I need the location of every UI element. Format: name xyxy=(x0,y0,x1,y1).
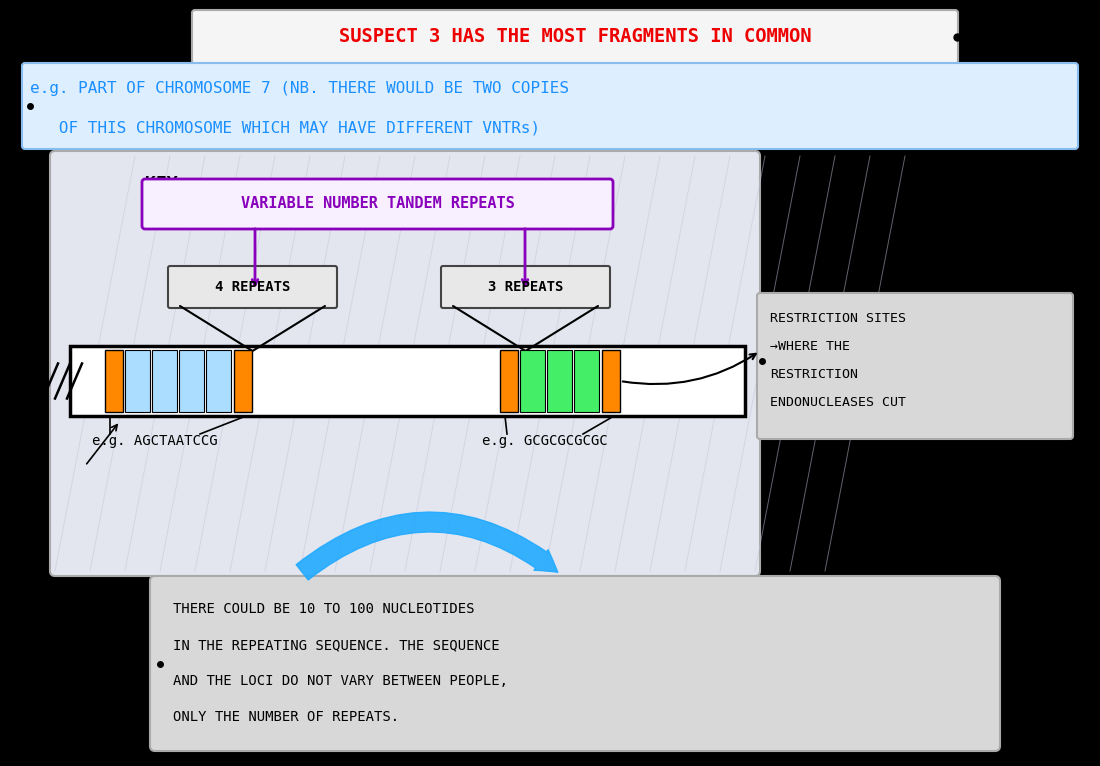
Bar xyxy=(547,350,572,412)
FancyBboxPatch shape xyxy=(50,151,760,576)
Bar xyxy=(125,350,150,412)
FancyArrowPatch shape xyxy=(296,512,558,580)
Text: SUSPECT 3 HAS THE MOST FRAGMENTS IN COMMON: SUSPECT 3 HAS THE MOST FRAGMENTS IN COMM… xyxy=(339,28,812,47)
Text: RESTRICTION: RESTRICTION xyxy=(770,368,858,381)
FancyBboxPatch shape xyxy=(168,266,337,308)
Bar xyxy=(500,350,518,412)
Text: e.g. GCGCGCGCGC: e.g. GCGCGCGCGC xyxy=(482,434,608,448)
Text: VARIABLE NUMBER TANDEM REPEATS: VARIABLE NUMBER TANDEM REPEATS xyxy=(241,197,515,211)
FancyBboxPatch shape xyxy=(757,293,1072,439)
Text: →WHERE THE: →WHERE THE xyxy=(770,339,850,352)
Text: IN THE REPEATING SEQUENCE. THE SEQUENCE: IN THE REPEATING SEQUENCE. THE SEQUENCE xyxy=(173,638,499,652)
Text: THERE COULD BE 10 TO 100 NUCLEOTIDES: THERE COULD BE 10 TO 100 NUCLEOTIDES xyxy=(173,602,474,616)
Bar xyxy=(574,350,600,412)
Text: AND THE LOCI DO NOT VARY BETWEEN PEOPLE,: AND THE LOCI DO NOT VARY BETWEEN PEOPLE, xyxy=(173,674,508,688)
Text: OF THIS CHROMOSOME WHICH MAY HAVE DIFFERENT VNTRs): OF THIS CHROMOSOME WHICH MAY HAVE DIFFER… xyxy=(30,120,540,136)
Text: e.g. AGCTAATCCG: e.g. AGCTAATCCG xyxy=(92,434,218,448)
FancyBboxPatch shape xyxy=(192,10,958,64)
Text: 4 REPEATS: 4 REPEATS xyxy=(214,280,290,294)
Text: KEY: KEY xyxy=(145,175,177,193)
Bar xyxy=(152,350,177,412)
Text: e.g. PART OF CHROMOSOME 7 (NB. THERE WOULD BE TWO COPIES: e.g. PART OF CHROMOSOME 7 (NB. THERE WOU… xyxy=(30,80,569,96)
FancyBboxPatch shape xyxy=(22,63,1078,149)
Text: ONLY THE NUMBER OF REPEATS.: ONLY THE NUMBER OF REPEATS. xyxy=(173,710,399,724)
Bar xyxy=(602,350,620,412)
Bar xyxy=(179,350,204,412)
Text: RESTRICTION SITES: RESTRICTION SITES xyxy=(770,312,906,325)
Bar xyxy=(234,350,252,412)
Bar xyxy=(104,350,123,412)
Text: ENDONUCLEASES CUT: ENDONUCLEASES CUT xyxy=(770,395,906,408)
FancyBboxPatch shape xyxy=(142,179,613,229)
Text: 3 REPEATS: 3 REPEATS xyxy=(487,280,563,294)
Bar xyxy=(70,346,745,416)
FancyBboxPatch shape xyxy=(441,266,610,308)
Bar xyxy=(520,350,544,412)
FancyBboxPatch shape xyxy=(150,576,1000,751)
Bar xyxy=(206,350,231,412)
